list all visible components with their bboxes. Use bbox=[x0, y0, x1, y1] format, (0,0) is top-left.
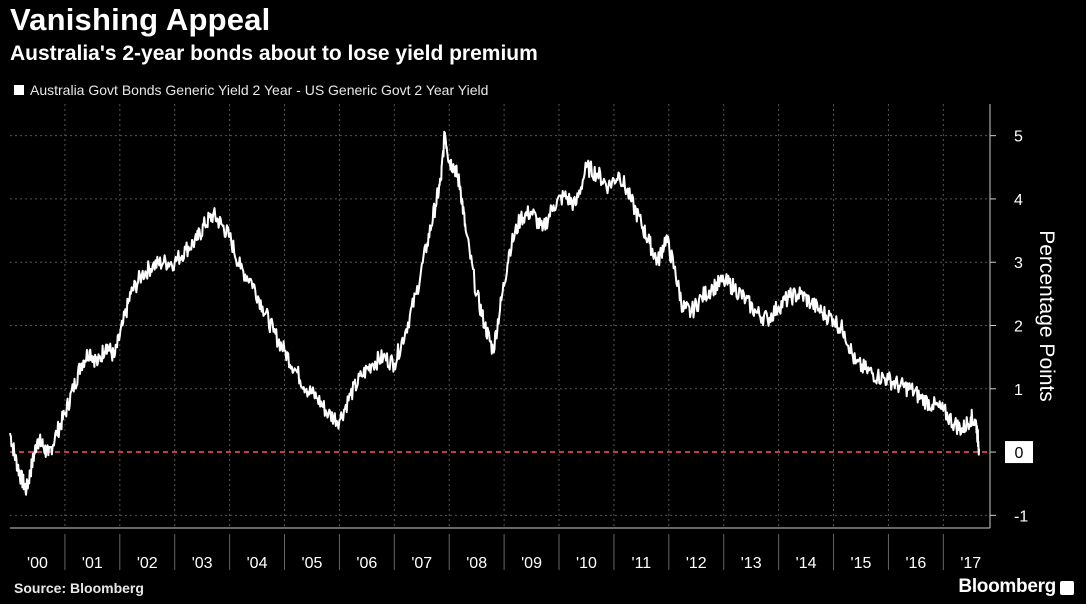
x-tick-label: '02 bbox=[137, 555, 158, 572]
x-tick-label: '10 bbox=[576, 555, 597, 572]
x-tick-label: '00 bbox=[27, 555, 48, 572]
x-tick-label: '14 bbox=[796, 555, 817, 572]
brand-logo: Bloomberg bbox=[958, 576, 1056, 597]
x-tick-label: '13 bbox=[741, 555, 762, 572]
zero-label-box bbox=[1005, 441, 1033, 464]
x-tick-label: '12 bbox=[686, 555, 707, 572]
x-tick-label: '08 bbox=[466, 555, 487, 572]
chart-title: Vanishing Appeal bbox=[10, 2, 271, 37]
x-tick-label: '17 bbox=[960, 555, 981, 572]
y-axis-label: Percentage Points bbox=[1035, 230, 1058, 402]
x-tick-label: '15 bbox=[851, 555, 872, 572]
x-tick-label: '05 bbox=[302, 555, 323, 572]
x-tick-label: '11 bbox=[632, 555, 652, 572]
x-tick-label: '03 bbox=[192, 555, 213, 572]
y-tick-label: 2 bbox=[1014, 318, 1023, 335]
x-tick-label: '16 bbox=[905, 555, 926, 572]
y-tick-label: 3 bbox=[1014, 255, 1023, 272]
source-note: Source: Bloomberg bbox=[14, 580, 144, 596]
y-tick-label: 1 bbox=[1014, 382, 1023, 399]
y-tick-label: 4 bbox=[1014, 192, 1023, 209]
y-tick-label: -1 bbox=[1014, 508, 1028, 525]
series-line bbox=[9, 130, 980, 496]
bloomberg-icon bbox=[1060, 581, 1074, 595]
x-tick-label: '01 bbox=[82, 555, 103, 572]
x-tick-label: '06 bbox=[356, 555, 377, 572]
x-tick-label: '09 bbox=[521, 555, 542, 572]
chart-subtitle: Australia's 2-year bonds about to lose y… bbox=[10, 42, 538, 65]
legend: Australia Govt Bonds Generic Yield 2 Yea… bbox=[14, 82, 488, 98]
x-tick-label: '04 bbox=[247, 555, 268, 572]
y-tick-label: 0 bbox=[1015, 445, 1024, 462]
legend-swatch bbox=[14, 85, 24, 95]
x-tick-label: '07 bbox=[411, 555, 432, 572]
y-tick-label: 5 bbox=[1014, 129, 1023, 146]
legend-label: Australia Govt Bonds Generic Yield 2 Yea… bbox=[30, 82, 489, 98]
